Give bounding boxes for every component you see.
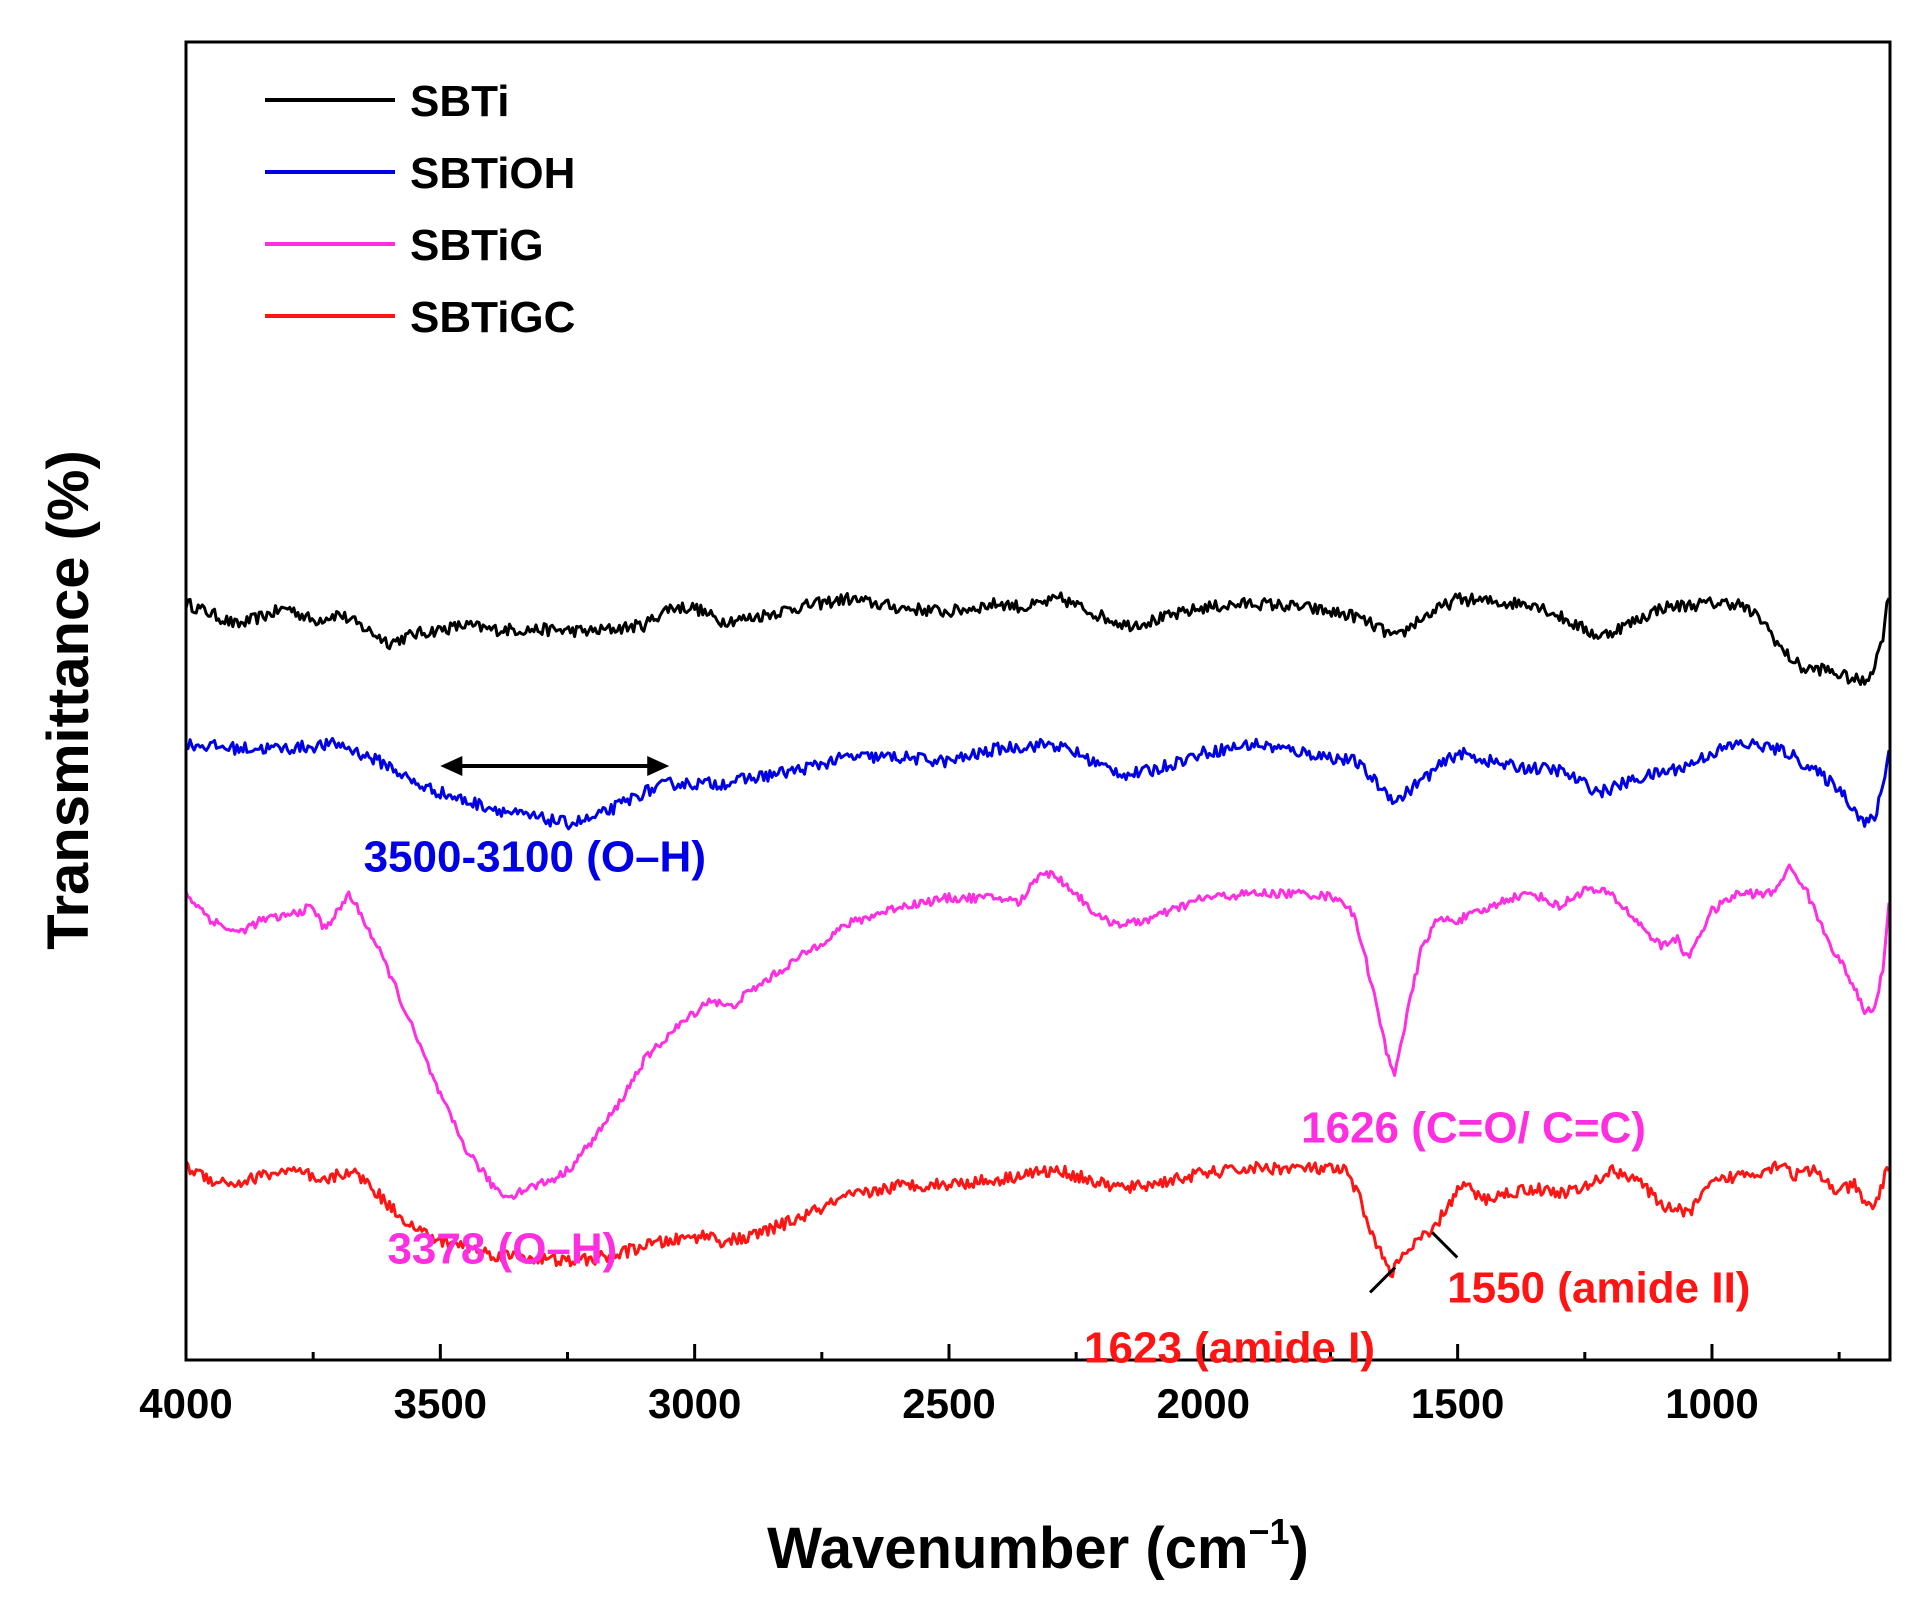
- x-tick-label: 2500: [902, 1380, 995, 1427]
- series-line-sbtig: [184, 863, 1891, 1200]
- annotation-oh-peak: 3378 (O–H): [387, 1225, 617, 1274]
- annotation-oh-range: 3500-3100 (O–H): [364, 833, 706, 882]
- annotation-leader-amide-2: [1431, 1231, 1459, 1259]
- plot-frame: [184, 40, 1892, 1362]
- annotation-co-cc: 1626 (C=O/ C=C): [1301, 1104, 1646, 1153]
- annotation-leader-amide-1: [1369, 1266, 1397, 1294]
- series-line-sbtigc: [184, 1160, 1891, 1279]
- annotation-amide-2: 1550 (amide II): [1447, 1263, 1750, 1312]
- legend-label-sbtig: SBTiG: [410, 221, 544, 270]
- series-line-sbtioh: [184, 737, 1891, 831]
- x-tick-label: 1500: [1411, 1380, 1504, 1427]
- legend-label-sbtigc: SBTiGC: [410, 293, 575, 342]
- annotation-arrow-oh-range: [440, 756, 670, 776]
- x-tick-label: 3500: [394, 1380, 487, 1427]
- series-layer: [184, 591, 1891, 1279]
- x-axis-title: Wavenumber (cm−1): [767, 1511, 1309, 1581]
- x-tick-label: 4000: [139, 1380, 232, 1427]
- x-tick-label: 1000: [1665, 1380, 1758, 1427]
- x-tick-label: 3000: [648, 1380, 741, 1427]
- legend-label-sbti: SBTi: [410, 77, 509, 126]
- legend: SBTi SBTiOH SBTiG SBTiGC: [265, 77, 575, 342]
- series-line-sbti: [184, 591, 1891, 686]
- legend-label-sbtioh: SBTiOH: [410, 149, 575, 198]
- y-axis-title: Transmittance (%): [36, 450, 101, 950]
- annotations: 3500-3100 (O–H) 3378 (O–H) 1626 (C=O/ C=C)…: [364, 756, 1750, 1372]
- annotation-amide-1: 1623 (amide I): [1084, 1323, 1375, 1372]
- x-tick-label: 2000: [1157, 1380, 1250, 1427]
- x-ticks: 4000 3500 3000 2500 2000 1500 1000: [139, 1344, 1841, 1427]
